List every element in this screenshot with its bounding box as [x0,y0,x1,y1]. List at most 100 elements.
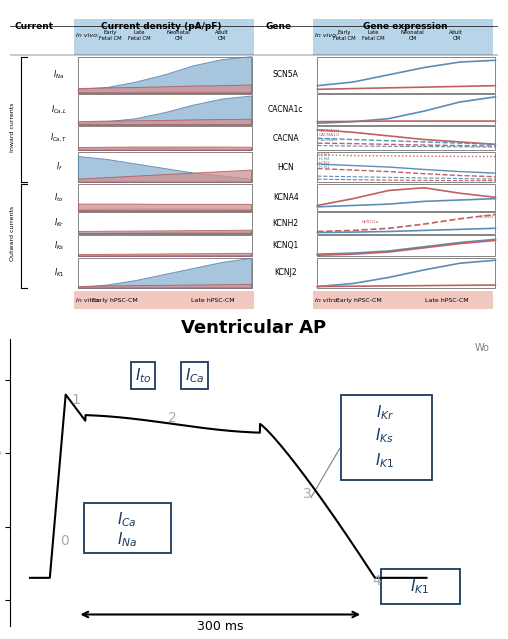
Text: Early
Fetal CM: Early Fetal CM [333,30,356,41]
Text: $I_{Na}$: $I_{Na}$ [53,68,65,81]
Text: Late
Fetal CM: Late Fetal CM [362,30,385,41]
FancyBboxPatch shape [78,95,251,125]
Text: Gene expression: Gene expression [363,22,448,31]
FancyBboxPatch shape [312,19,493,55]
Text: 300 ms: 300 ms [197,620,243,633]
FancyBboxPatch shape [74,19,254,55]
Text: $I_{Ks}$: $I_{Ks}$ [54,240,64,252]
Text: KCNQ1: KCNQ1 [273,241,299,250]
FancyBboxPatch shape [318,235,495,256]
Text: Late hPSC-CM: Late hPSC-CM [425,298,468,303]
Text: In vivo:: In vivo: [315,33,338,38]
FancyBboxPatch shape [78,235,251,256]
FancyBboxPatch shape [318,57,495,93]
Text: KCNH2: KCNH2 [273,219,299,227]
Polygon shape [78,209,251,211]
FancyBboxPatch shape [312,291,493,309]
Text: KCNA4: KCNA4 [273,193,299,202]
FancyBboxPatch shape [318,152,495,182]
FancyBboxPatch shape [78,57,251,93]
Polygon shape [78,119,251,125]
Text: 3: 3 [303,488,312,501]
Text: 4: 4 [372,574,382,588]
Text: In vitro:: In vitro: [76,298,101,303]
Text: SCN5A: SCN5A [273,70,299,79]
Text: Gene: Gene [265,22,292,31]
FancyBboxPatch shape [78,183,251,211]
FancyBboxPatch shape [83,503,171,553]
Text: hCN1: hCN1 [319,166,331,169]
FancyBboxPatch shape [318,95,495,125]
FancyBboxPatch shape [74,291,254,309]
Text: $I_{Kr}$: $I_{Kr}$ [54,217,64,229]
Text: 2: 2 [168,411,177,425]
Text: In vivo:: In vivo: [76,33,99,38]
Text: Adult
CM: Adult CM [450,30,463,41]
Text: $I_{Na}$: $I_{Na}$ [117,530,137,549]
FancyBboxPatch shape [318,183,495,211]
Text: Outward currents: Outward currents [10,206,15,261]
Polygon shape [78,253,251,256]
Polygon shape [78,204,251,211]
Text: $I_{Ca}$: $I_{Ca}$ [117,510,137,528]
Text: $I_{K1}$: $I_{K1}$ [375,451,394,470]
Polygon shape [78,149,251,150]
Text: $I_{to}$: $I_{to}$ [135,366,151,385]
FancyBboxPatch shape [341,394,432,480]
Polygon shape [78,85,251,93]
FancyBboxPatch shape [78,152,251,182]
Text: $I_{Ca}$: $I_{Ca}$ [184,366,204,385]
Text: Neonatal
CM: Neonatal CM [401,30,424,41]
Text: CACNA1I: CACNA1I [319,138,338,142]
Text: $I_{Ca,T}$: $I_{Ca,T}$ [50,132,68,144]
Text: $I_{K1}$: $I_{K1}$ [54,266,64,279]
Text: $I_{K1}$: $I_{K1}$ [410,577,429,596]
FancyBboxPatch shape [318,127,495,150]
Polygon shape [78,258,251,288]
Text: Inward currents: Inward currents [10,103,15,153]
Text: Early
Fetal CM: Early Fetal CM [99,30,121,41]
Text: Late hPSC-CM: Late hPSC-CM [190,298,234,303]
Text: 0: 0 [60,534,69,548]
Text: $I_{Ks}$: $I_{Ks}$ [375,426,394,445]
Text: CACNA1G: CACNA1G [319,134,340,137]
Polygon shape [78,284,251,288]
FancyBboxPatch shape [78,212,251,234]
Text: Early hPSC-CM: Early hPSC-CM [336,298,382,303]
Text: KCNJ2: KCNJ2 [274,268,297,277]
Text: Adult
CM: Adult CM [215,30,229,41]
FancyBboxPatch shape [78,258,251,288]
Polygon shape [78,96,251,125]
Text: hCN4: hCN4 [319,157,331,162]
Text: Current: Current [15,22,54,31]
Text: $I_{Ca,L}$: $I_{Ca,L}$ [51,104,67,116]
Text: In vitro:: In vitro: [315,298,339,303]
Polygon shape [78,255,251,256]
FancyBboxPatch shape [318,258,495,288]
Polygon shape [78,230,251,234]
Polygon shape [78,57,251,93]
Text: KCNH2: KCNH2 [479,215,494,219]
Text: hCN1: hCN1 [319,153,331,157]
Text: 1: 1 [71,394,80,408]
Text: hCN2: hCN2 [319,161,331,166]
Polygon shape [78,232,251,234]
Text: CACNA1c: CACNA1c [268,105,303,114]
Text: hERG1a: hERG1a [361,220,378,224]
FancyBboxPatch shape [78,127,251,150]
Text: Wo: Wo [475,343,490,353]
Title: Ventricular AP: Ventricular AP [181,320,327,337]
Text: $I_{Kr}$: $I_{Kr}$ [375,403,394,422]
Polygon shape [78,170,251,182]
Text: $I_f$: $I_f$ [55,161,62,173]
Text: Current density (pA/pF): Current density (pA/pF) [101,22,221,31]
Text: Late
Fetal CM: Late Fetal CM [128,30,151,41]
FancyBboxPatch shape [318,212,495,234]
Text: Early hPSC-CM: Early hPSC-CM [92,298,138,303]
Text: Neonatal
CM: Neonatal CM [167,30,190,41]
FancyBboxPatch shape [381,569,460,604]
Text: $I_{to}$: $I_{to}$ [54,191,64,204]
Polygon shape [78,157,251,182]
Polygon shape [78,147,251,150]
Text: CACNA1H: CACNA1H [319,128,340,133]
